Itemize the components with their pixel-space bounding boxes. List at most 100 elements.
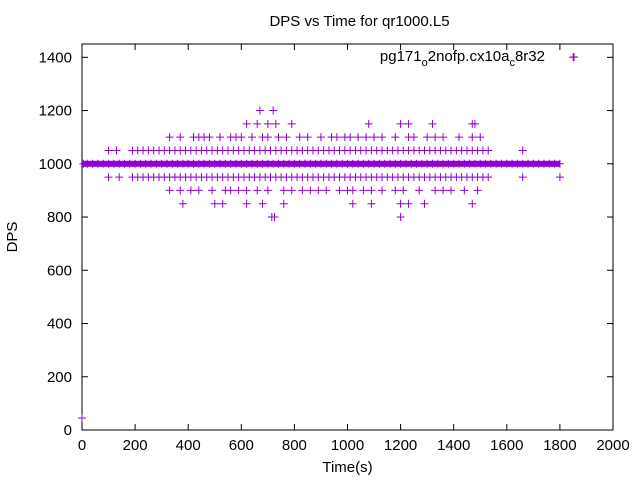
data-point [335, 186, 344, 195]
y-tick-label: 800 [47, 209, 72, 226]
data-point [476, 133, 485, 142]
data-point [242, 186, 251, 195]
data-point [274, 133, 283, 142]
data-point [423, 133, 432, 142]
data-point [378, 133, 387, 142]
data-point [348, 186, 357, 195]
data-point [78, 414, 86, 423]
data-point [253, 119, 262, 128]
data-point [484, 173, 493, 182]
legend-label: pg171o2nofp.cx10ac8r32 [380, 48, 545, 69]
data-point [165, 133, 174, 142]
data-point [253, 186, 262, 195]
y-tick-label: 1000 [39, 156, 72, 173]
data-point [420, 199, 429, 208]
dense-point-band [82, 160, 560, 167]
data-point [242, 119, 251, 128]
data-point [186, 186, 195, 195]
data-point [348, 199, 357, 208]
legend: pg171o2nofp.cx10ac8r32 [380, 48, 578, 69]
data-point [282, 133, 291, 142]
data-point [263, 186, 272, 195]
x-tick-label: 200 [123, 437, 148, 454]
data-point [428, 119, 437, 128]
legend-label-part: pg171 [380, 48, 422, 65]
x-tick-label: 1800 [543, 437, 576, 454]
data-point [287, 119, 296, 128]
data-point [396, 199, 405, 208]
data-point [332, 133, 341, 142]
y-tick-label: 1200 [39, 103, 72, 120]
data-point [322, 186, 331, 195]
data-point [362, 133, 371, 142]
data-point [104, 146, 113, 155]
x-tick-label: 800 [282, 437, 307, 454]
data-point [115, 173, 124, 182]
data-point [303, 133, 312, 142]
data-point [447, 186, 456, 195]
y-tick-label: 1400 [39, 49, 72, 66]
data-point [205, 133, 214, 142]
data-point [247, 133, 256, 142]
data-point [431, 133, 440, 142]
data-point [178, 199, 187, 208]
data-point [208, 186, 217, 195]
x-axis-title: Time(s) [322, 459, 372, 476]
data-point [431, 186, 440, 195]
data-point [295, 133, 304, 142]
data-point [104, 173, 113, 182]
data-point [354, 133, 363, 142]
chart-title: DPS vs Time for qr1000.L5 [269, 13, 449, 30]
plot-frame [81, 43, 614, 431]
data-point [396, 213, 405, 222]
x-tick-label: 1000 [331, 437, 364, 454]
data-point [518, 146, 527, 155]
data-point [306, 186, 315, 195]
data-point [391, 133, 400, 142]
data-point [298, 186, 307, 195]
x-tick-label: 400 [176, 437, 201, 454]
y-tick-label: 0 [64, 422, 72, 439]
data-point [409, 133, 418, 142]
x-axis: 0 200 400 600 800 1000 1200 1400 1600 1800 2000 [78, 44, 630, 454]
y-tick-label: 400 [47, 316, 72, 333]
data-point [439, 133, 448, 142]
data-point [367, 199, 376, 208]
data-point [255, 106, 264, 115]
data-point [263, 119, 272, 128]
y-tick-label: 200 [47, 369, 72, 386]
data-point [242, 199, 251, 208]
legend-label-part: 2nofp.cx10a [428, 48, 510, 65]
data-point [473, 186, 482, 195]
data-point [359, 186, 368, 195]
data-point [237, 133, 246, 142]
data-point [370, 133, 379, 142]
data-point [415, 186, 424, 195]
data-point [258, 199, 267, 208]
x-tick-label: 1200 [384, 437, 417, 454]
x-tick-label: 600 [229, 437, 254, 454]
data-point [396, 119, 405, 128]
data-point [216, 133, 225, 142]
x-tick-label: 1400 [437, 437, 470, 454]
data-point [234, 186, 243, 195]
data-point [287, 186, 296, 195]
data-point [569, 53, 578, 62]
data-point [439, 186, 448, 195]
data-point [455, 133, 464, 142]
data-point [316, 133, 325, 142]
data-points [78, 53, 578, 423]
data-point [346, 133, 355, 142]
legend-label-subscript: c [509, 57, 515, 69]
data-point [263, 133, 272, 142]
data-point [194, 186, 203, 195]
data-point [226, 186, 235, 195]
data-point [165, 186, 174, 195]
data-point [210, 199, 219, 208]
data-point [518, 173, 527, 182]
legend-label-part: 8r32 [515, 48, 545, 65]
data-point [314, 186, 323, 195]
data-point [391, 186, 400, 195]
